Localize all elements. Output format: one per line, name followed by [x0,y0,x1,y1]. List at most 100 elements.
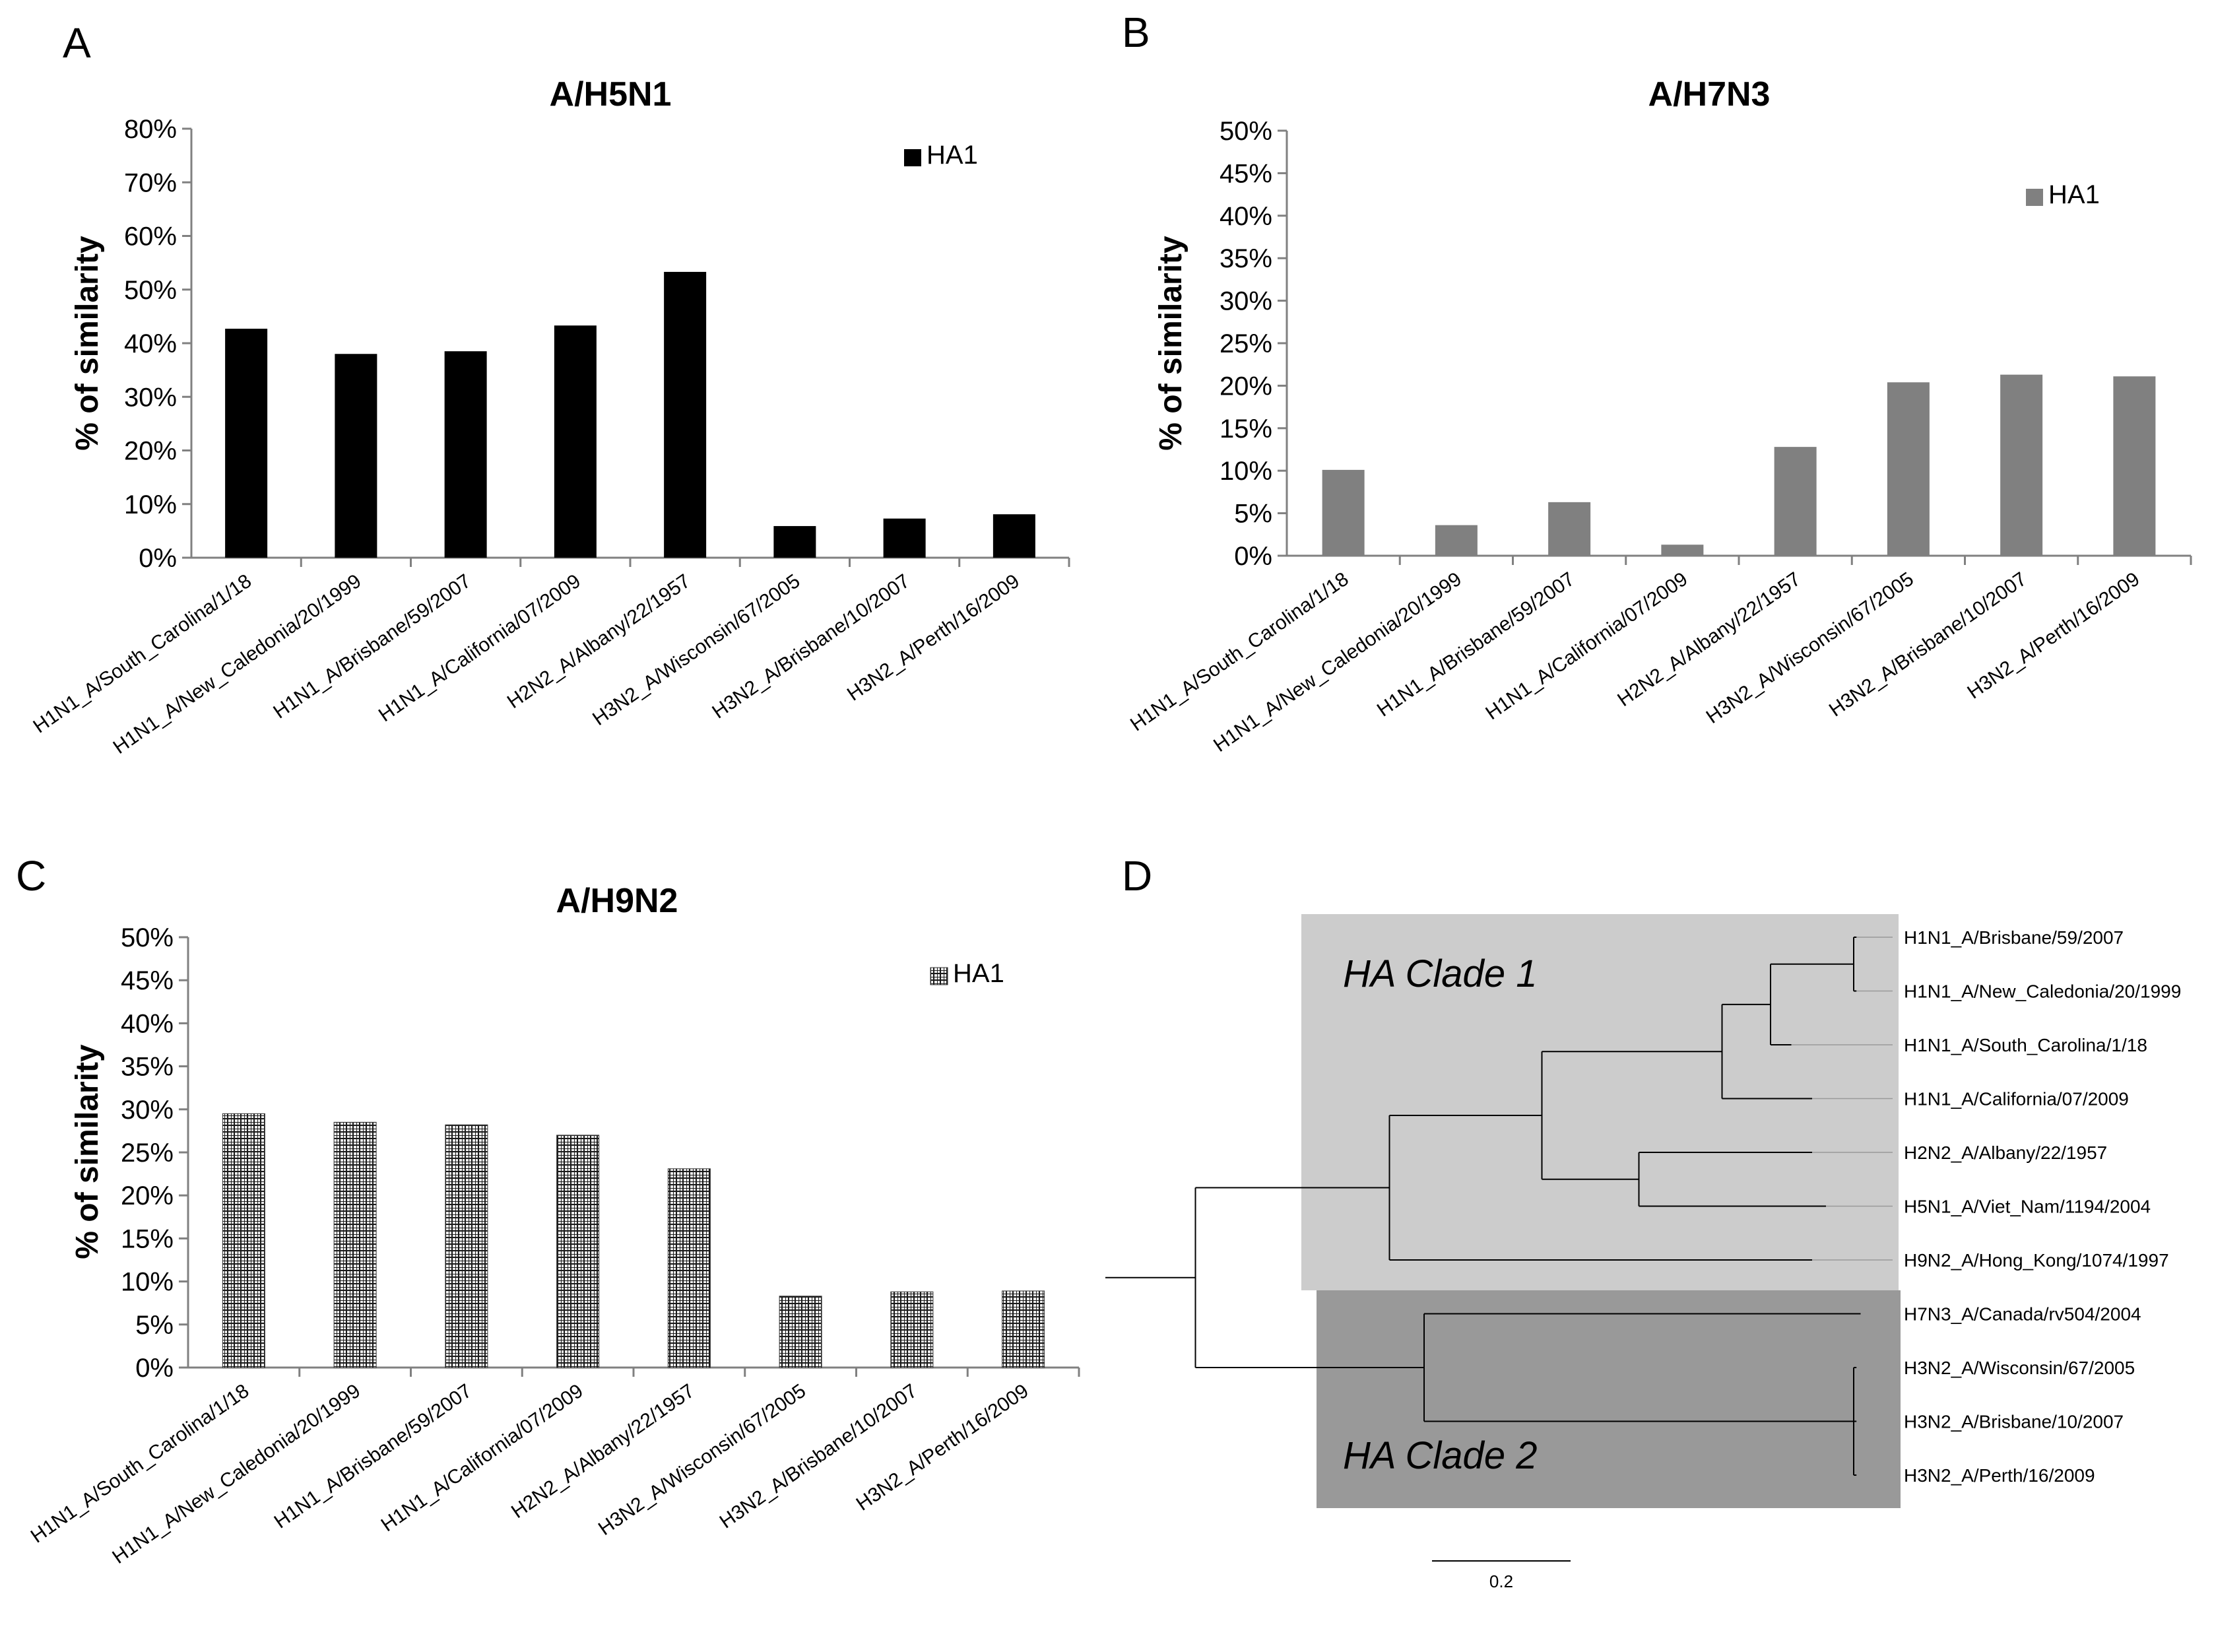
legend-label: HA1 [927,141,978,170]
bar-b-5 [1774,447,1817,556]
x-tick-label: H2N2_A/Albany/22/1957 [1613,568,1804,711]
y-tick-label: 40% [121,1009,174,1038]
legend-label: HA1 [2048,180,2100,209]
chart-a: A/H5N1 % of similarity 0% 10% 20% 30% 40% 50% 60… [29,75,1070,758]
clade-1-box [1301,914,1899,1290]
bar-a-3 [444,351,487,558]
y-tick-label: 50% [1220,117,1272,146]
y-axis-label: % of similarity [70,1044,105,1259]
y-tick-label: 40% [124,329,177,358]
x-tick-label: H2N2_A/Albany/22/1957 [504,570,694,713]
bar-b-3 [1548,502,1591,556]
y-tick-label: 10% [121,1268,174,1297]
y-tick-label: 50% [121,923,174,952]
x-tick-label: H3N2_A/Brisbane/10/2007 [716,1380,921,1533]
legend: HA1 [930,959,1004,988]
x-tick-label: H1N1_A/California/07/2009 [377,1380,587,1536]
y-tick-label: 35% [1220,244,1272,273]
y-tick-label: 15% [121,1224,174,1253]
bar-a-1 [225,329,268,558]
y-tick-label: 30% [124,383,177,412]
x-tick-label: H3N2_A/Wisconsin/67/2005 [595,1380,810,1540]
panel-label-a: A [63,19,91,67]
chart-c: A/H9N2 % of similarity 0% 5% 10% 15% 20% 25% 30%… [27,882,1080,1568]
y-tick-label: 20% [121,1181,174,1210]
y-tick-label: 70% [124,168,177,197]
legend: HA1 [904,141,978,170]
clade-2-box [1317,1290,1901,1508]
tree-leaf-label: H3N2_A/Wisconsin/67/2005 [1904,1358,2135,1378]
y-tick-label: 80% [124,115,177,144]
chart-title: A/H7N3 [1648,75,1771,114]
y-tick-label: 0% [139,544,177,573]
bar-a-5 [664,271,707,558]
bar-a-8 [993,514,1035,558]
bar-b-6 [1887,382,1930,556]
y-tick-label: 0% [1234,542,1272,571]
x-tick-label: H3N2_A/Wisconsin/67/2005 [1703,568,1918,728]
x-tick-label: H3N2_A/Perth/16/2009 [843,570,1024,706]
y-tick-label: 30% [1220,287,1272,316]
scale-bar-label: 0.2 [1489,1571,1513,1591]
y-tick-label: 45% [1220,159,1272,188]
y-tick-label: 15% [1220,414,1272,444]
tree-leaf-label: H5N1_A/Viet_Nam/1194/2004 [1904,1197,2151,1217]
legend: HA1 [2026,180,2100,209]
y-tick-label: 5% [1234,500,1272,529]
bar-b-4 [1661,545,1704,556]
y-tick-label: 45% [121,966,174,995]
y-tick-label: 20% [124,437,177,466]
bar-b-2 [1435,525,1478,556]
tree-leaf-label: H3N2_A/Perth/16/2009 [1904,1465,2095,1486]
bar-c-7 [890,1291,934,1368]
clade-1-label: HA Clade 1 [1343,952,1537,995]
y-tick-label: 10% [124,490,177,519]
bar-c-6 [779,1296,822,1368]
legend-label: HA1 [953,959,1004,988]
tree-leaf-label: H9N2_A/Hong_Kong/1074/1997 [1904,1250,2169,1271]
bar-a-6 [773,526,816,558]
y-axis-label: % of similarity [1154,236,1188,451]
y-tick-label: 25% [121,1139,174,1168]
y-axis-label: % of similarity [70,236,105,451]
clade-2-label: HA Clade 2 [1343,1434,1537,1477]
y-tick-label: 0% [135,1354,174,1383]
x-tick-label: H1N1_A/Brisbane/59/2007 [271,1380,476,1533]
y-tick-label: 5% [135,1311,174,1340]
y-tick-label: 20% [1220,372,1272,401]
tree-leaf-label: H1N1_A/New_Caledonia/20/1999 [1904,981,2181,1002]
bar-c-8 [1002,1290,1045,1368]
y-tick-label: 40% [1220,202,1272,231]
bar-c-5 [667,1168,711,1368]
bar-a-7 [883,518,926,558]
x-tick-label: H1N1_A/Brisbane/59/2007 [1373,568,1579,721]
bar-c-1 [222,1113,265,1368]
bar-c-4 [556,1135,600,1368]
y-tick-label: 30% [121,1096,174,1125]
y-tick-label: 60% [124,222,177,251]
panel-label-c: C [16,852,47,900]
y-tick-label: 25% [1220,329,1272,358]
bar-b-8 [2113,376,2156,556]
y-tick-label: 10% [1220,457,1272,486]
x-tick-label: H1N1_A/California/07/2009 [1481,568,1691,725]
bar-a-2 [335,354,377,558]
chart-d-tree: HA Clade 1 HA Clade 2 H1N1_A/Brisbane/59/2… [1105,914,2181,1591]
tree-leaf-label: H2N2_A/Albany/22/1957 [1904,1142,2107,1163]
chart-title: A/H5N1 [550,75,672,114]
panel-label-b: B [1122,9,1150,56]
x-tick-label: H1N1_A/South_Carolina/1/18 [1126,568,1353,736]
bar-a-4 [554,325,597,558]
x-tick-label: H1N1_A/South_Carolina/1/18 [29,570,255,738]
x-tick-label: H1N1_A/California/07/2009 [375,570,585,727]
tree-leaf-label: H1N1_A/South_Carolina/1/18 [1904,1035,2147,1055]
y-tick-label: 50% [124,276,177,305]
legend-swatch [904,149,921,166]
x-tick-label: H3N2_A/Brisbane/10/2007 [708,570,913,723]
x-tick-label: H1N1_A/Brisbane/59/2007 [269,570,474,723]
bar-b-7 [2000,374,2043,556]
x-tick-label: H2N2_A/Albany/22/1957 [507,1380,698,1523]
tree-leaf-label: H7N3_A/Canada/rv504/2004 [1904,1304,2141,1325]
x-tick-label: H3N2_A/Brisbane/10/2007 [1825,568,2031,721]
